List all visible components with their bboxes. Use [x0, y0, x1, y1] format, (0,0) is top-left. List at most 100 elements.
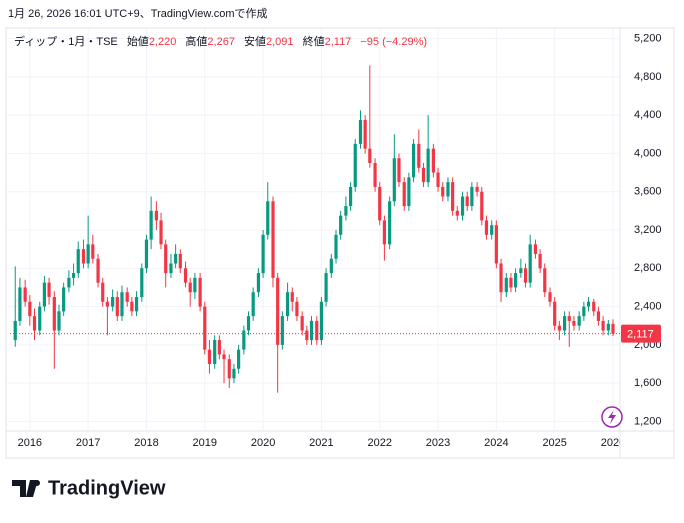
candle-body	[601, 320, 605, 331]
candle-body	[436, 172, 440, 187]
candle-body	[446, 182, 450, 197]
candle-body	[256, 273, 261, 293]
x-tick-label: 2026	[601, 437, 625, 449]
candle-body	[246, 316, 251, 331]
candle-body	[514, 273, 518, 288]
candle-body	[382, 220, 386, 245]
candle-body	[217, 340, 221, 355]
y-tick-label: 4,400	[634, 109, 662, 121]
candle-body	[451, 182, 455, 211]
replay-button[interactable]	[601, 406, 623, 428]
x-tick-label: 2024	[484, 437, 508, 449]
candle-body	[509, 277, 513, 288]
candle-body	[402, 182, 406, 207]
y-tick-label: 4,000	[634, 147, 662, 159]
candle-body	[52, 297, 56, 331]
candle-body	[222, 354, 226, 360]
candle-body	[373, 163, 377, 187]
candle-body	[213, 340, 217, 364]
candle-body	[198, 277, 202, 307]
candle-body	[305, 330, 309, 341]
candle-body	[484, 220, 489, 235]
candle-body	[140, 268, 144, 297]
candle-body	[300, 316, 304, 331]
candle-body	[388, 201, 392, 245]
candle-body	[47, 282, 51, 297]
candle-body	[533, 244, 538, 254]
open-label: 始値	[127, 34, 149, 48]
candle-body	[159, 220, 163, 245]
candle-body	[144, 239, 149, 269]
low-value: 2,091	[266, 36, 294, 48]
candle-body	[86, 244, 90, 264]
candle-body	[76, 249, 80, 274]
candle-body	[596, 311, 601, 321]
candle-body	[164, 244, 168, 274]
candle-body	[207, 349, 212, 364]
x-tick-label: 2017	[76, 437, 100, 449]
candle-body	[67, 277, 71, 288]
price-badge	[621, 324, 661, 343]
candle-body	[13, 320, 17, 341]
candle-body	[62, 287, 66, 312]
candle-body	[242, 330, 246, 350]
high-value: 2,267	[207, 36, 235, 48]
candle-body	[81, 249, 86, 264]
candle-body	[553, 301, 557, 326]
candle-body	[290, 292, 294, 302]
candle-body	[227, 359, 231, 379]
candle-body	[32, 316, 37, 331]
candle-body	[523, 268, 528, 283]
candle-body	[105, 301, 109, 307]
candle-body	[378, 186, 382, 221]
candle-body	[421, 167, 426, 183]
candle-body	[295, 301, 299, 317]
candle-body	[397, 158, 401, 183]
x-tick-label: 2020	[251, 437, 275, 449]
x-tick-label: 2025	[542, 437, 566, 449]
brand-logo[interactable]: TradingView	[12, 477, 166, 499]
x-tick-label: 2023	[426, 437, 450, 449]
candle-body	[319, 301, 324, 341]
candle-body	[154, 210, 158, 221]
candle-body	[96, 258, 100, 283]
candle-body	[57, 311, 61, 331]
candle-body	[363, 119, 367, 149]
x-tick-label: 2019	[193, 437, 217, 449]
candle-body	[543, 268, 547, 293]
candle-body	[28, 301, 32, 317]
candle-body	[38, 306, 42, 331]
candle-body	[18, 287, 22, 321]
candle-body	[285, 292, 290, 317]
candle-body	[519, 268, 523, 274]
candle-body	[130, 301, 134, 312]
candle-body	[392, 158, 396, 202]
candle-body	[441, 186, 445, 197]
x-tick-label: 2016	[18, 437, 42, 449]
candle-body	[251, 292, 255, 317]
candle-body	[125, 292, 129, 302]
candle-body	[431, 148, 435, 173]
change-value: −95 (−4.29%)	[360, 36, 427, 48]
candle-body	[411, 143, 416, 178]
candle-body	[494, 225, 498, 264]
candle-body	[334, 234, 338, 259]
candle-body	[309, 320, 314, 341]
candle-body	[115, 297, 119, 317]
y-tick-label: 3,600	[634, 186, 662, 198]
legend: ディップ・1月・TSE 始値2,220 高値2,267 安値2,091 終値2,…	[14, 34, 427, 48]
candles	[13, 65, 615, 393]
candle-body	[339, 215, 343, 235]
candle-body	[42, 282, 47, 307]
caption: 1月 26, 2026 16:01 UTC+9、TradingView.comで…	[8, 7, 268, 20]
candle-body	[280, 316, 284, 345]
y-tick-label: 1,200	[634, 415, 662, 427]
candle-body	[417, 143, 421, 168]
candle-body	[490, 225, 494, 235]
candle-body	[149, 210, 153, 240]
candle-body	[548, 292, 552, 302]
price-badge-label: 2,117	[627, 329, 654, 341]
candle-body	[606, 323, 610, 331]
chart-frame	[5, 27, 675, 459]
x-tick-label: 2018	[134, 437, 158, 449]
